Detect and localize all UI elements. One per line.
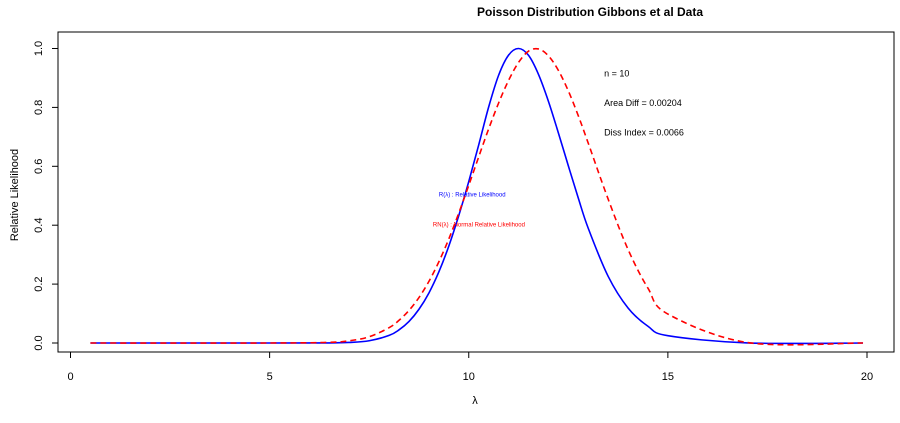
x-axis-label: λ bbox=[472, 395, 478, 407]
stat-annotation: Area Diff = 0.00204 bbox=[604, 98, 682, 108]
series-layer bbox=[90, 47, 864, 346]
legend-label: R(λ) : Relative Likelihood bbox=[439, 193, 506, 199]
stat-annotation: Diss Index = 0.0066 bbox=[604, 127, 684, 137]
legend-label: RN(λ) : Normal Relative Likelihood bbox=[433, 223, 525, 229]
annotation-layer: n = 10 Area Diff = 0.00204 Diss Index = 0.… bbox=[604, 68, 684, 137]
y-tick-label: 0.4 bbox=[33, 218, 45, 233]
y-axis: 0.0 0.2 0.4 0.6 0.8 1.0 bbox=[33, 41, 59, 351]
y-tick-label: 1.0 bbox=[33, 41, 45, 56]
x-tick-label: 5 bbox=[267, 371, 273, 383]
x-tick-label: 20 bbox=[861, 371, 873, 383]
x-tick-label: 0 bbox=[67, 371, 73, 383]
legend: R(λ) : Relative Likelihood RN(λ) : Normal… bbox=[433, 193, 525, 229]
y-axis-label: Relative Likelihood bbox=[9, 149, 21, 241]
y-tick-label: 0.8 bbox=[33, 100, 45, 115]
y-tick-label: 0.2 bbox=[33, 276, 45, 291]
x-tick-label: 10 bbox=[463, 371, 475, 383]
stat-annotation: n = 10 bbox=[604, 68, 629, 78]
x-axis: 0 5 10 15 20 bbox=[67, 351, 873, 383]
y-tick-label: 0.6 bbox=[33, 159, 45, 174]
y-tick-label: 0.0 bbox=[33, 335, 45, 350]
x-tick-label: 15 bbox=[662, 371, 674, 383]
chart-title: Poisson Distribution Gibbons et al Data bbox=[477, 5, 703, 19]
series-line-relative-likelihood bbox=[90, 47, 864, 345]
